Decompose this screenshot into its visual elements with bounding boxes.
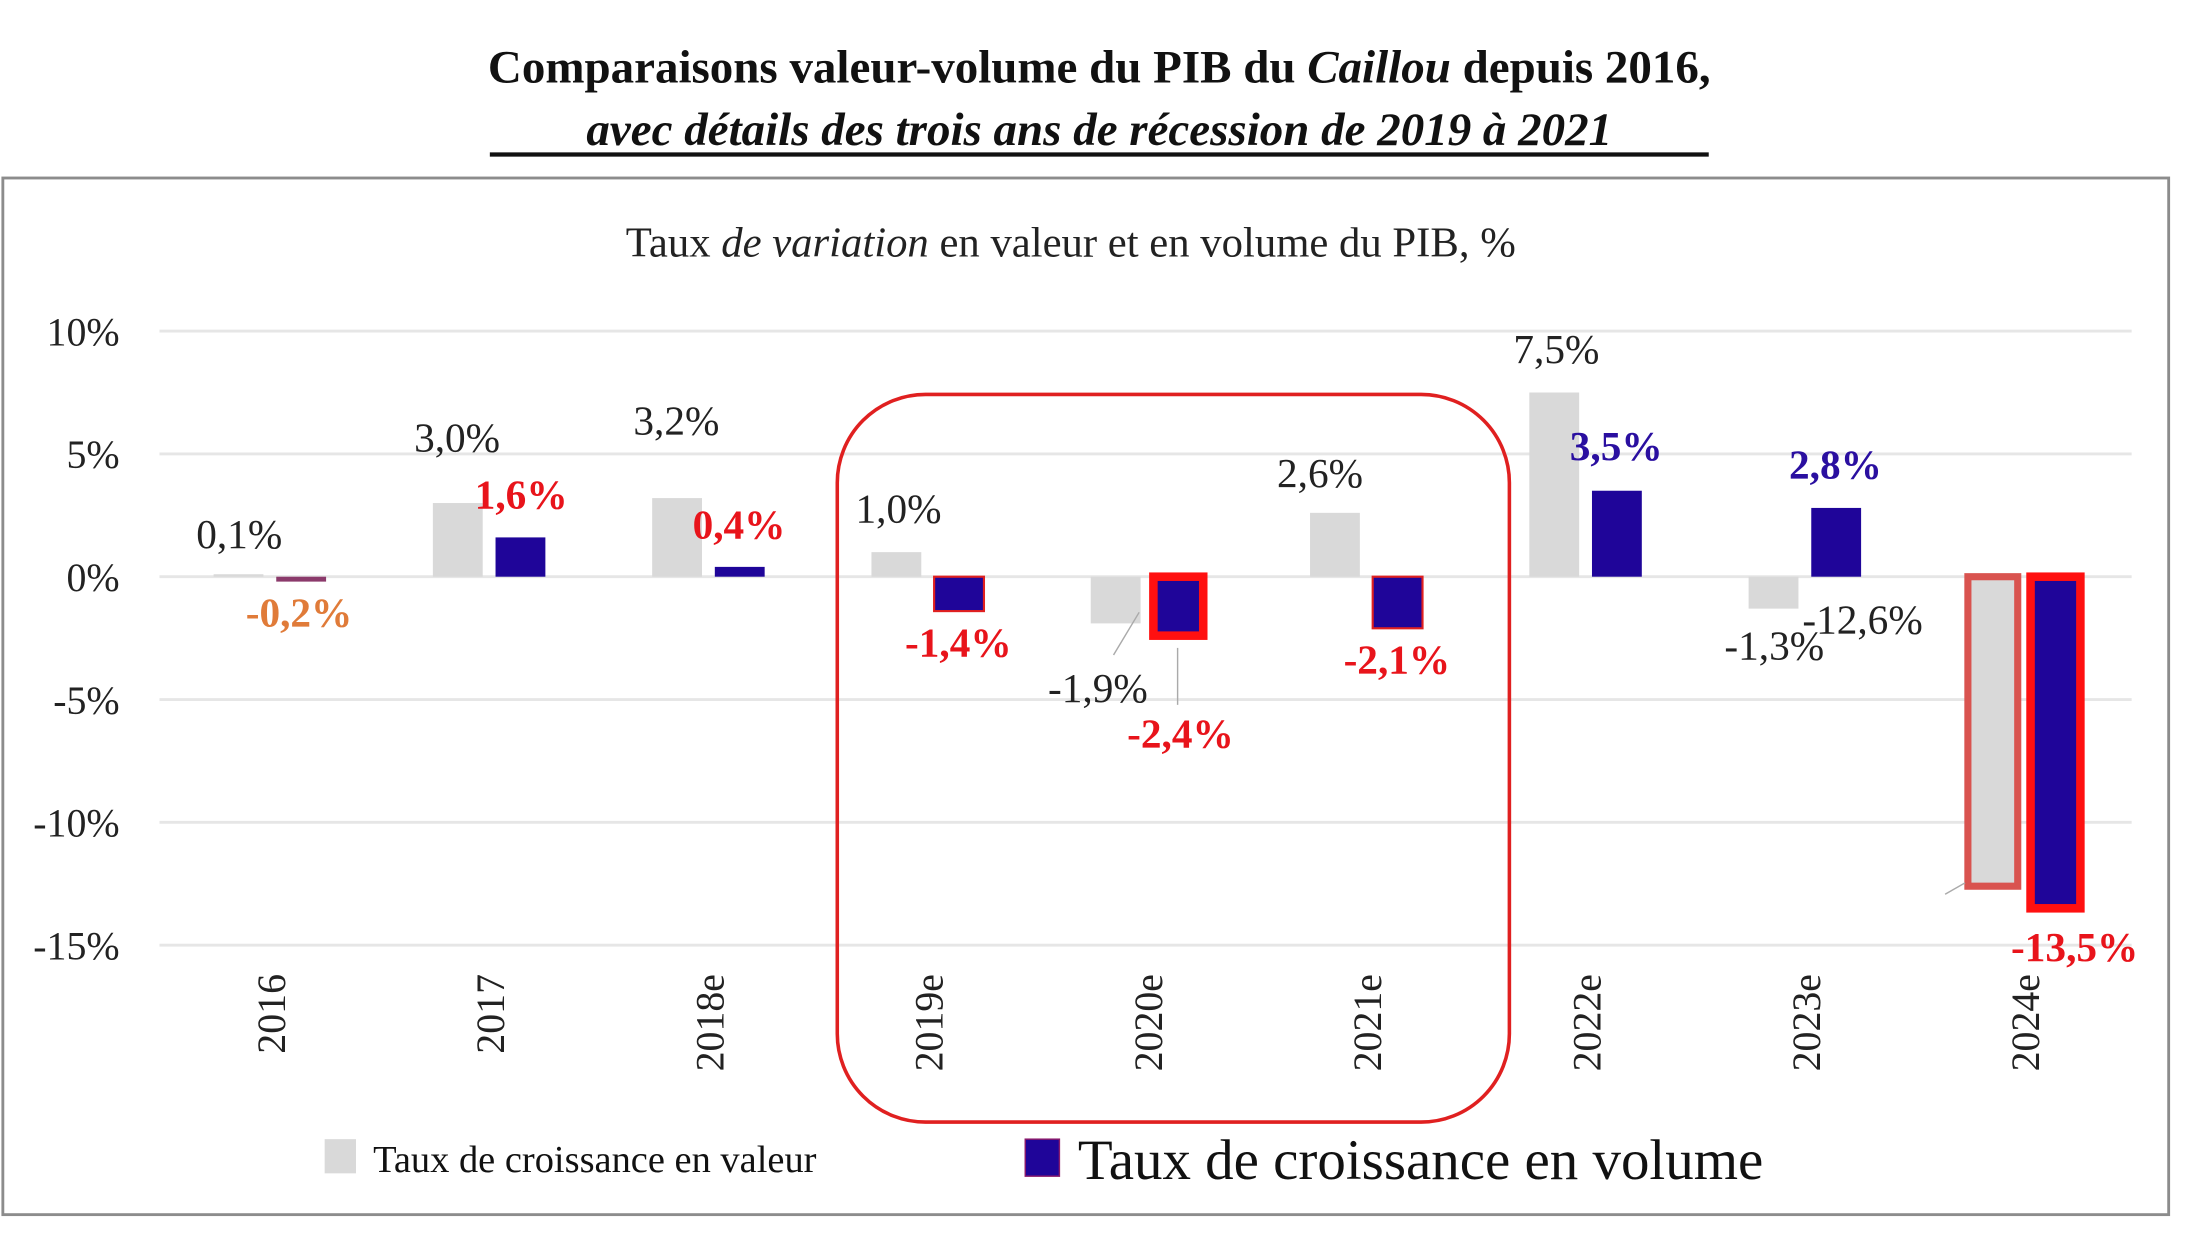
data-label-valeur: -1,3%: [1724, 622, 1824, 668]
data-label-volume: 2,8%: [1789, 441, 1882, 487]
subtitle-underline: [489, 152, 1709, 157]
data-label-volume: 3,5%: [1570, 423, 1663, 469]
y-tick-label: -10%: [33, 801, 119, 846]
bar-volume: [1149, 572, 1208, 640]
x-tick-label: 2016: [249, 974, 294, 1054]
leader-line: [1944, 882, 1966, 895]
data-label-volume: -13,5%: [2011, 924, 2138, 970]
bar-valeur: [1529, 392, 1580, 577]
data-label-valeur: 0,1%: [196, 511, 282, 557]
y-tick-label: 10%: [47, 309, 120, 354]
bar-valeur: [1748, 576, 1799, 609]
y-tick-label: 0%: [66, 555, 119, 600]
y-tick-label: -15%: [33, 923, 119, 968]
data-label-valeur: 7,5%: [1513, 326, 1599, 372]
x-tick-label: 2020e: [1126, 974, 1171, 1071]
x-axis: 2016 2017 2018e 2019e 2020e 2021e 2022e 2023e 20…: [249, 974, 2048, 1071]
data-label-volume: -1,4%: [905, 619, 1012, 665]
figure-title: Comparaisons valeur-volume du PIB du Cai…: [488, 42, 1711, 94]
x-tick-label: 2021e: [1345, 974, 1390, 1071]
x-tick-label: 2018e: [687, 974, 732, 1071]
data-label-valeur: -1,9%: [1048, 665, 1148, 711]
data-label-volume: 1,6%: [475, 471, 568, 517]
data-label-valeur: -12,6%: [1802, 597, 1922, 643]
bar-volume: [933, 575, 986, 613]
data-label-volume: -0,2%: [246, 590, 353, 636]
recession-highlight-box: [835, 392, 1512, 1124]
bar-volume: [1811, 507, 1862, 577]
bar-volume: [2026, 572, 2085, 913]
chart-area: [1, 176, 2171, 1217]
bar-volume: [276, 576, 327, 582]
x-tick-label: 2024e: [2003, 974, 2048, 1071]
chart-title: Taux de variation en valeur et en volume…: [626, 219, 1516, 266]
legend: Taux de croissance en valeur Taux de cro…: [324, 1129, 1763, 1192]
y-tick-label: 5%: [66, 432, 119, 477]
legend-label-valeur: Taux de croissance en valeur: [373, 1139, 817, 1181]
data-label-valeur: 3,2%: [633, 397, 719, 443]
data-label-volume: 0,4%: [693, 501, 786, 547]
bar-valeur: [1310, 512, 1360, 577]
data-label-volume: -2,1%: [1344, 637, 1451, 683]
gridlines: [159, 329, 2132, 947]
y-tick-label: -5%: [53, 678, 119, 723]
bar-valeur: [432, 503, 483, 577]
data-label-volume: -2,4%: [1127, 711, 1234, 757]
data-label-valeur: 1,0%: [856, 486, 942, 532]
x-tick-label: 2019e: [907, 974, 952, 1071]
bar-valeur: [1964, 573, 2022, 890]
bars: [213, 392, 2085, 913]
bar-valeur: [652, 498, 703, 577]
leader-line: [1112, 611, 1140, 656]
legend-swatch-valeur: [324, 1139, 356, 1174]
x-tick-label: 2022e: [1565, 974, 1610, 1071]
y-axis: 10% 5% 0% -5% -10% -15%: [33, 309, 119, 968]
legend-label-volume: Taux de croissance en volume: [1078, 1129, 1763, 1192]
data-label-valeur: 3,0%: [414, 414, 500, 460]
bar-valeur: [213, 574, 264, 577]
legend-swatch-volume: [1024, 1138, 1061, 1177]
x-tick-label: 2023e: [1784, 974, 1829, 1071]
bar-valeur: [1090, 576, 1141, 624]
x-tick-label: 2017: [468, 974, 513, 1054]
bar-volume: [1371, 575, 1424, 630]
data-labels: 0,1%-0,2%3,0%1,6%3,2%0,4% 1,0%-1,4%-1,9%-…: [196, 326, 2138, 970]
data-label-valeur: 2,6%: [1277, 450, 1363, 496]
figure-subtitle: avec détails des trois ans de récession …: [586, 104, 1612, 156]
bar-volume: [714, 566, 765, 577]
bar-volume: [495, 537, 546, 577]
bar-valeur: [871, 552, 922, 577]
bar-volume: [1591, 490, 1642, 577]
